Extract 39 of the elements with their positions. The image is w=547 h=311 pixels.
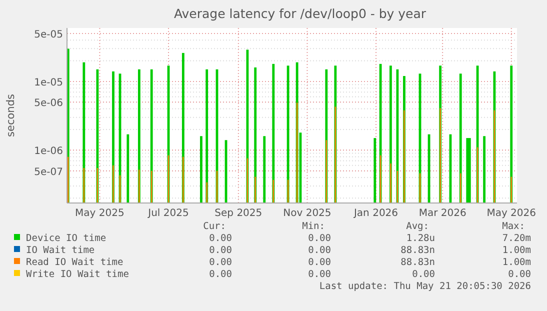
x-tick-label: Nov 2025 <box>283 208 332 219</box>
y-tick-label: 5e-06 <box>34 98 63 110</box>
x-tick-label: May 2026 <box>486 208 536 219</box>
y-tick-label: 5e-07 <box>34 166 63 178</box>
legend-label: Write IO Wait time <box>26 269 130 280</box>
y-tick-label: 1e-06 <box>34 146 63 158</box>
text: Last update: Thu May 21 20:05:30 2026 <box>319 281 532 292</box>
x-tick-label: Jul 2025 <box>147 208 189 219</box>
text: 0.00 <box>308 245 332 256</box>
text: 0.00 <box>412 269 436 280</box>
y-tick-label: 1e-05 <box>34 77 63 88</box>
legend-label: Read IO Wait time <box>26 257 124 268</box>
y-tick-label: 5e-05 <box>34 29 63 40</box>
legend-label: Device IO time <box>26 233 106 244</box>
text: 88.83n <box>400 257 435 268</box>
text: 1.28u <box>406 233 435 244</box>
text: 0.00 <box>209 245 232 256</box>
text: 0.00 <box>308 269 332 280</box>
x-tick-label: Jan 2026 <box>353 208 398 219</box>
text: 88.83n <box>400 245 435 256</box>
legend-label: IO Wait time <box>26 245 95 256</box>
text: 0.00 <box>209 269 232 280</box>
text: 0.00 <box>508 269 532 280</box>
text: Cur: <box>203 221 226 232</box>
text: Min: <box>302 221 325 232</box>
text: 0.00 <box>308 233 332 244</box>
text: 7.20m <box>502 233 532 244</box>
text: 0.00 <box>209 257 232 268</box>
x-tick-label: May 2025 <box>75 208 124 219</box>
chart-title: Average latency for /dev/loop0 - by year <box>174 6 427 21</box>
text: Avg: <box>406 221 429 232</box>
text: 0.00 <box>209 233 232 244</box>
text: Max: <box>502 221 525 232</box>
y-axis-title: seconds <box>5 94 17 137</box>
text: 1.00m <box>502 245 532 256</box>
x-tick-label: Sep 2025 <box>214 208 262 219</box>
text: 1.00m <box>502 257 532 268</box>
text: 0.00 <box>308 257 332 268</box>
x-tick-label: Mar 2026 <box>418 208 466 219</box>
